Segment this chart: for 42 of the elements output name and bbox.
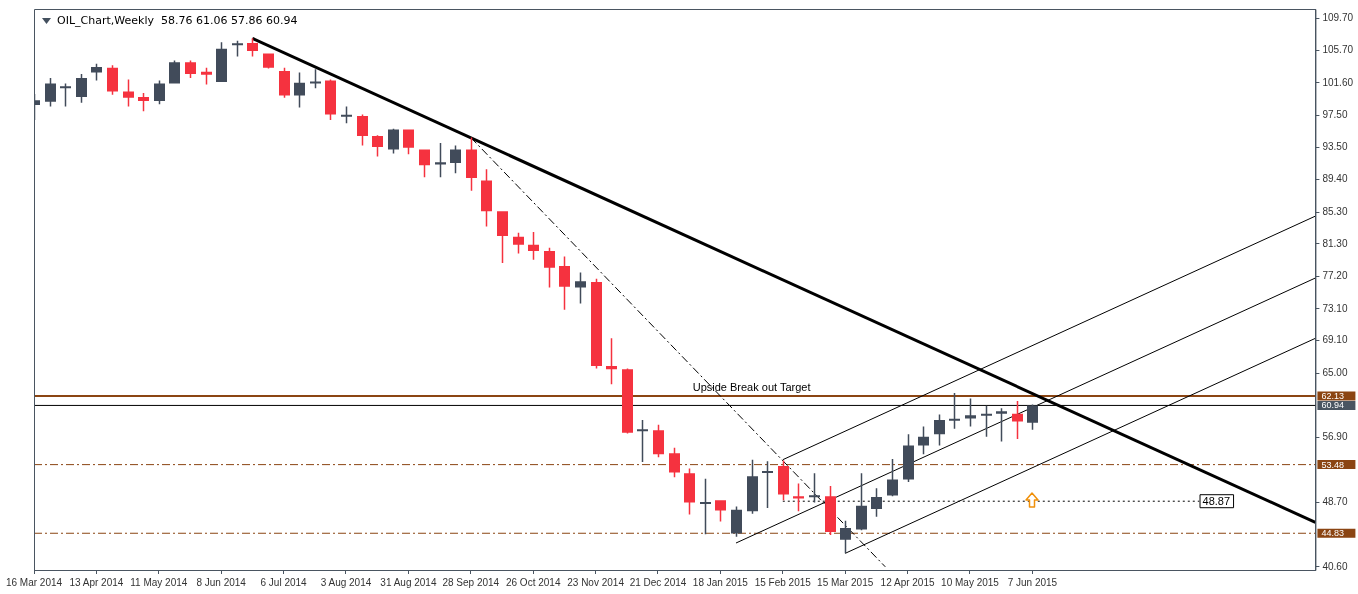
y-tick-label: 93.50 (1322, 140, 1348, 152)
y-tick-label: 89.40 (1322, 173, 1348, 185)
x-tick-label: 13 Apr 2014 (69, 576, 124, 588)
x-tick-label: 12 Apr 2015 (880, 576, 935, 588)
candlestick (169, 60, 180, 84)
y-tick-label: 69.10 (1322, 334, 1348, 346)
x-tick-label: 16 Mar 2014 (5, 576, 63, 588)
ref-line-label: 60.94 (1321, 400, 1344, 411)
y-tick-label: 73.10 (1322, 302, 1348, 314)
y-tick-label: 85.30 (1322, 205, 1348, 217)
candlestick (263, 53, 274, 69)
y-tick-label: 48.70 (1322, 496, 1348, 508)
ref-line-label: 44.83 (1321, 528, 1344, 539)
chart-title: OIL_Chart,Weekly 58.76 61.06 57.86 60.94 (57, 14, 298, 27)
x-tick-label: 23 Nov 2014 (567, 576, 625, 588)
y-tick-label: 56.90 (1322, 431, 1348, 443)
x-tick-label: 31 Aug 2014 (380, 576, 437, 588)
annotation: 48.87 (1202, 494, 1231, 507)
x-tick-label: 10 May 2015 (941, 576, 1000, 588)
x-tick-label: 21 Dec 2014 (629, 576, 687, 588)
y-tick-label: 40.60 (1322, 560, 1348, 572)
y-tick-label: 109.70 (1322, 12, 1354, 24)
candlestick (1027, 404, 1038, 430)
y-tick-label: 97.50 (1322, 109, 1348, 121)
x-tick-label: 7 Jun 2015 (1007, 576, 1058, 588)
ref-line-label: 53.48 (1321, 459, 1344, 470)
y-tick-label: 77.20 (1322, 270, 1348, 282)
y-tick-label: 81.30 (1322, 237, 1348, 249)
ref-line-label: 62.13 (1321, 390, 1344, 401)
x-tick-label: 15 Feb 2015 (754, 576, 812, 588)
x-tick-label: 11 May 2014 (130, 576, 188, 588)
y-tick-label: 65.00 (1322, 366, 1348, 378)
y-tick-label: 101.60 (1322, 76, 1354, 88)
x-tick-label: 8 Jun 2014 (196, 576, 247, 588)
x-tick-label: 6 Jul 2014 (260, 576, 308, 588)
x-tick-label: 18 Jan 2015 (692, 576, 749, 588)
x-tick-label: 15 Mar 2015 (817, 576, 874, 588)
y-tick-label: 105.70 (1322, 44, 1354, 56)
annotation: Upside Break out Target (692, 380, 811, 393)
x-tick-label: 28 Sep 2014 (442, 576, 500, 588)
x-tick-label: 26 Oct 2014 (505, 576, 561, 588)
x-tick-label: 3 Aug 2014 (320, 576, 372, 588)
